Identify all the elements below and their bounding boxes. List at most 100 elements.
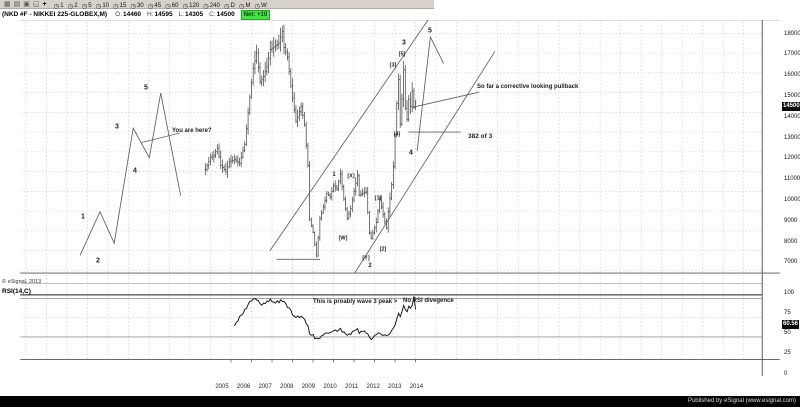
- year-label: 2014: [409, 384, 424, 390]
- clock-icon: ◷: [67, 3, 74, 10]
- interval-button-240[interactable]: ◷ 240: [203, 2, 220, 10]
- crosshair-icon[interactable]: +: [42, 0, 47, 8]
- year-label: 2011: [345, 384, 359, 390]
- year-label: 2007: [258, 384, 272, 390]
- interval-label: 60: [171, 3, 179, 9]
- interval-button-45[interactable]: ◷ 45: [148, 2, 161, 10]
- clock-icon: ◷: [130, 3, 137, 10]
- price-axis-label: 15000: [784, 92, 800, 99]
- price-bar-ticks: [204, 30, 417, 257]
- year-label: 2013: [388, 384, 402, 390]
- wave-annotation: 1: [81, 213, 85, 221]
- price-axis-label: 11000: [784, 176, 800, 183]
- net-change-badge: Net: +10: [240, 9, 271, 20]
- trend-channel-line-1[interactable]: [269, 20, 433, 251]
- clock-icon: ◷: [147, 3, 154, 10]
- interval-button-120[interactable]: ◷ 120: [182, 2, 199, 10]
- interval-label: 15: [119, 3, 127, 9]
- high-value: 14595: [154, 11, 173, 18]
- wave-annotation: [5]: [398, 51, 406, 58]
- clock-icon: ◷: [182, 3, 189, 10]
- status-bar: Published by eSignal (www.esignal.com): [0, 396, 800, 407]
- price-axis-label: 14000: [784, 113, 800, 120]
- interval-button-M[interactable]: ◷ M: [239, 2, 251, 10]
- elliott-sketch-line[interactable]: [79, 93, 182, 256]
- toolbar-group: ▦ ▤ ▣ ◱ + ◷ 1 ◷ 2 ◷ 5 ◷ 10 ◷ 15 ◷ 30 ◷ 45 ◷ 60 ◷ 120 ◷ 240 ◷…: [0, 0, 434, 10]
- interval-label: D: [230, 3, 235, 9]
- layout-icon[interactable]: ◱: [32, 0, 40, 8]
- rsi-band-lines: [20, 298, 762, 338]
- wave-annotation: 3: [402, 39, 406, 47]
- interval-button-1[interactable]: ◷ 1: [54, 2, 64, 10]
- price-axis-label: 9000: [784, 217, 798, 224]
- close-value: 14500: [216, 11, 235, 18]
- price-axis-label: 18000: [784, 30, 800, 37]
- clock-icon: ◷: [81, 3, 88, 10]
- wave-annotation: [Y]: [362, 255, 370, 262]
- interval-button-60[interactable]: ◷ 60: [165, 2, 178, 10]
- close-field: C:14500: [209, 11, 235, 18]
- wave-annotation: 382 of 3: [468, 132, 493, 140]
- wave-annotation: 3: [115, 123, 119, 131]
- high-field: H:14595: [147, 11, 173, 18]
- clock-icon: ◷: [223, 3, 230, 10]
- trend-channel-line-2[interactable]: [354, 51, 496, 274]
- symbol-bar: (NKD #F - NIKKEI 225-GLOBEX,M) O:14460 H…: [0, 9, 800, 20]
- clock-icon: ◷: [254, 3, 261, 10]
- interval-button-15[interactable]: ◷ 15: [113, 2, 126, 10]
- wave-annotation: 4: [133, 167, 137, 175]
- price-bars: [204, 24, 416, 258]
- wave-annotation: 2: [96, 257, 100, 265]
- interval-button-10[interactable]: ◷ 10: [96, 2, 109, 10]
- clock-icon: ◷: [165, 3, 171, 10]
- interval-label: 10: [102, 3, 109, 9]
- price-axis-label: 16000: [784, 72, 800, 79]
- price-axis-label: 8000: [784, 238, 798, 245]
- rsi-annotation: This is proably wave 3 peak >: [313, 299, 398, 305]
- last-price-tag: 14500: [782, 102, 800, 111]
- rsi-annotation: No RSI divegence: [403, 298, 454, 304]
- interval-button-30[interactable]: ◷ 30: [130, 2, 143, 10]
- year-label: 2009: [301, 384, 316, 390]
- wave-annotation: 2: [368, 263, 372, 269]
- pullback-line[interactable]: [412, 91, 479, 108]
- interval-button-D[interactable]: ◷ D: [224, 2, 235, 10]
- chart-plot-svg[interactable]: [0, 20, 800, 396]
- wave-annotation: [W]: [338, 235, 348, 242]
- interval-button-group: ◷ 1 ◷ 2 ◷ 5 ◷ 10 ◷ 15 ◷ 30 ◷ 45 ◷ 60 ◷ 120 ◷ 240 ◷ D ◷ M ◷ W: [50, 0, 267, 13]
- wave-annotation: [X]: [347, 173, 355, 180]
- year-ticks: [230, 359, 416, 363]
- interval-label: W: [261, 3, 267, 9]
- wave-annotation: 1: [332, 172, 336, 178]
- rsi-value-tag: 60.56: [782, 320, 800, 329]
- symbol-title: (NKD #F - NIKKEI 225-GLOBEX,M): [2, 11, 108, 18]
- you-are-here-tick-line[interactable]: [141, 132, 180, 143]
- publisher-text: Published by eSignal (www.esignal.com): [687, 398, 796, 404]
- new-chart-icon[interactable]: ▤: [13, 0, 21, 8]
- low-value: 14305: [185, 11, 204, 18]
- rsi-axis-label: 50: [784, 330, 791, 336]
- clock-icon: ◷: [95, 3, 102, 10]
- wave-5-projection-line[interactable]: [416, 35, 445, 152]
- wave-annotation: [4]: [393, 131, 401, 138]
- interval-label: 120: [189, 3, 200, 9]
- interval-button-5[interactable]: ◷ 5: [82, 2, 92, 10]
- copyright-note: © eSignal, 2013: [2, 279, 42, 285]
- interval-label: 30: [137, 3, 144, 9]
- low-field: L:14305: [178, 11, 204, 18]
- rsi-axis-label: 0: [784, 370, 788, 377]
- wave-annotation: 5: [144, 84, 148, 92]
- grid-lines: [20, 21, 762, 359]
- interval-label: M: [245, 3, 251, 9]
- wave-annotation: [2]: [379, 246, 387, 253]
- clock-icon: ◷: [113, 3, 119, 10]
- window-icon[interactable]: ▦: [4, 0, 11, 8]
- rsi-study-title: RSI(14,C): [2, 288, 31, 295]
- year-label: 2010: [323, 384, 337, 390]
- interval-button-W[interactable]: ◷ W: [255, 2, 267, 10]
- year-label: 2012: [366, 384, 380, 390]
- interval-button-2[interactable]: ◷ 2: [68, 2, 78, 10]
- wave-annotation: 5: [428, 27, 432, 35]
- chart-style-icon[interactable]: ▣: [23, 0, 30, 8]
- rsi-axis-label: 75: [784, 309, 791, 316]
